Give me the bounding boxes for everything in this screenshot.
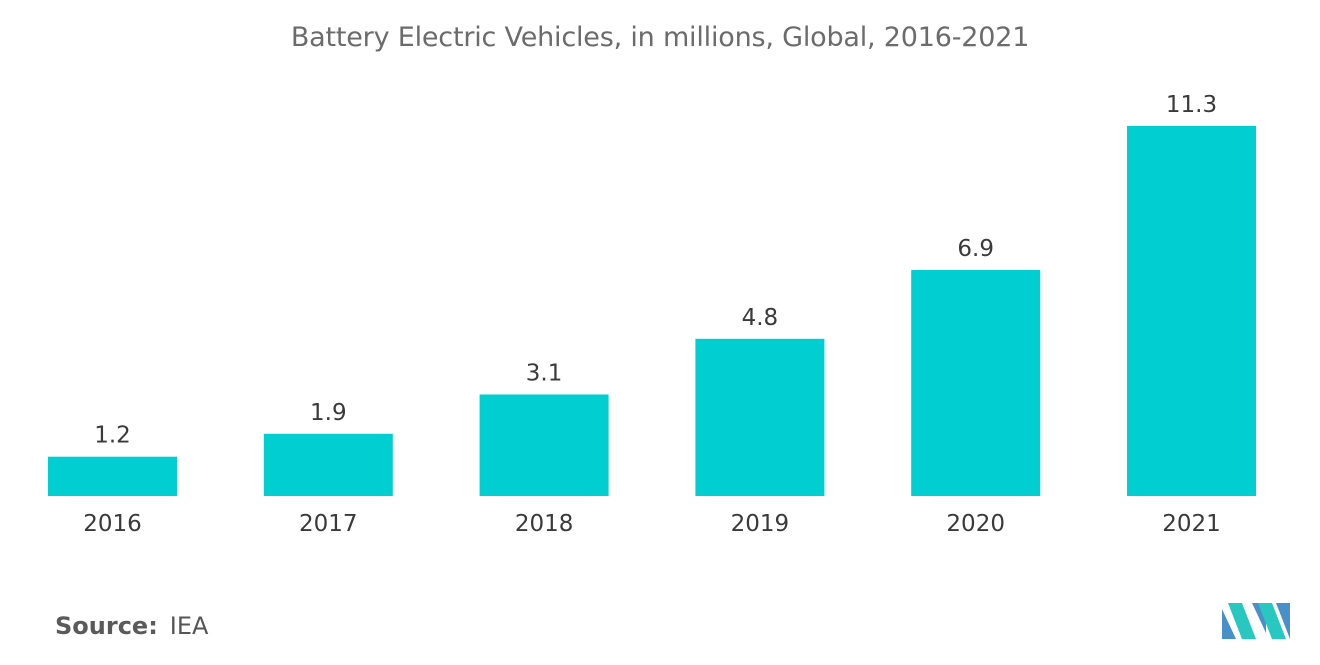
value-label-2018: 3.1 [526, 360, 563, 386]
x-tick-label-2017: 2017 [299, 511, 358, 537]
x-tick-label-2021: 2021 [1162, 511, 1221, 537]
bar-2017 [263, 433, 393, 496]
mordor-intelligence-logo-icon [1222, 603, 1290, 639]
x-tick-label-2016: 2016 [83, 511, 142, 537]
source-note: Source: IEA [55, 612, 208, 640]
value-label-2017: 1.9 [310, 400, 347, 426]
value-label-2019: 4.8 [742, 305, 779, 331]
bar-2020 [911, 270, 1041, 496]
bar-2018 [479, 394, 609, 496]
bar-2016 [48, 456, 177, 496]
value-label-2021: 11.3 [1166, 92, 1217, 118]
bar-2021 [1127, 125, 1256, 497]
source-label: Source: [55, 612, 158, 640]
value-label-2020: 6.9 [957, 236, 994, 262]
source-value: IEA [169, 612, 209, 640]
bar-2019 [695, 338, 825, 496]
x-tick-label-2018: 2018 [515, 511, 574, 537]
chart-title: Battery Electric Vehicles, in millions, … [290, 22, 1030, 53]
value-label-2016: 1.2 [94, 423, 131, 449]
bars-group [48, 125, 1256, 497]
x-tick-label-2020: 2020 [946, 511, 1005, 537]
x-axis-tick-labels: 2016 2017 2018 2019 2020 2021 [83, 511, 1221, 537]
x-tick-label-2019: 2019 [731, 511, 790, 537]
value-labels-group: 1.2 1.9 3.1 4.8 6.9 11.3 [94, 92, 1217, 449]
